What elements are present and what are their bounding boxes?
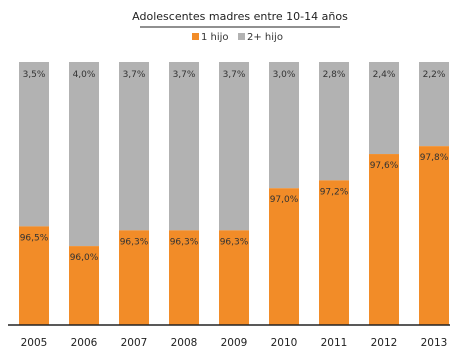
bar-1hijo-2012 [369,154,399,325]
bar-1hijo-2011 [319,180,349,325]
chart-title: Adolescentes madres entre 10-14 años [132,10,348,23]
value-label-1hijo-2010: 97,0% [270,195,299,205]
bar-2plus-2010 [269,62,299,189]
value-label-2plus-2009: 3,7% [223,70,246,80]
value-label-1hijo-2006: 96,0% [70,253,99,263]
value-label-1hijo-2012: 97,6% [370,161,399,171]
value-label-1hijo-2005: 96,5% [20,233,49,243]
bar-2plus-2012 [369,62,399,155]
x-tick-labels: 2005 2006 2007 2008 2009 2010 2011 2012 2013 [21,337,448,349]
bar-2plus-2009 [219,62,249,231]
value-label-2plus-2010: 3,0% [273,70,296,80]
value-label-1hijo-2008: 96,3% [170,237,199,247]
value-label-2plus-2008: 3,7% [173,70,196,80]
x-tick-2008: 2008 [171,337,198,349]
value-label-2plus-2005: 3,5% [23,70,46,80]
x-tick-2005: 2005 [21,337,48,349]
bar-1hijo-2010 [269,188,299,325]
value-label-1hijo-2009: 96,3% [220,237,249,247]
bar-1hijo-2007 [119,230,149,325]
legend-label-0: 1 hijo [201,32,229,43]
bar-2plus-2011 [319,62,349,181]
x-tick-2009: 2009 [221,337,248,349]
value-label-2plus-2012: 2,4% [373,70,396,80]
legend: 1 hijo 2+ hijo [192,32,283,43]
bar-1hijo-2006 [69,246,99,325]
x-tick-2012: 2012 [371,337,398,349]
bar-1hijo-2005 [19,226,49,325]
value-label-1hijo-2007: 96,3% [120,237,149,247]
x-tick-2006: 2006 [71,337,98,349]
bars-group: 3,5% 96,5% 4,0% 96,0% 3,7% 96,3% 3,7% 96,3% 3,7%… [19,62,449,325]
value-label-2plus-2006: 4,0% [73,70,96,80]
value-label-1hijo-2011: 97,2% [320,187,349,197]
value-label-2plus-2013: 2,2% [423,70,446,80]
bar-2plus-2007 [119,62,149,231]
bar-2plus-2005 [19,62,49,227]
legend-swatch-1 [238,33,245,40]
bar-2plus-2013 [419,62,449,147]
x-tick-2013: 2013 [421,337,448,349]
bar-2plus-2008 [169,62,199,231]
x-tick-2007: 2007 [121,337,148,349]
value-label-2plus-2011: 2,8% [323,70,346,80]
x-tick-2010: 2010 [271,337,298,349]
bar-1hijo-2013 [419,146,449,325]
legend-label-1: 2+ hijo [247,32,283,43]
x-tick-2011: 2011 [321,337,348,349]
bar-1hijo-2008 [169,230,199,325]
value-label-2plus-2007: 3,7% [123,70,146,80]
bar-2plus-2006 [69,62,99,247]
value-label-1hijo-2013: 97,8% [420,153,449,163]
legend-swatch-0 [192,33,199,40]
bar-1hijo-2009 [219,230,249,325]
